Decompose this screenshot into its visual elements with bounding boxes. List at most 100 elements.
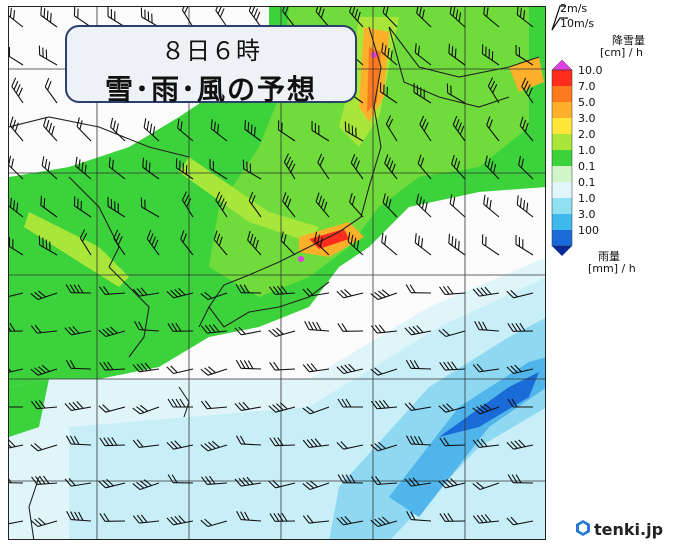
wind-barb	[9, 155, 24, 180]
rain-unit: [mm] / h	[588, 262, 636, 275]
snow-tick-label: 7.0	[578, 80, 596, 93]
wind-barb	[315, 7, 330, 28]
wind-barb	[269, 512, 296, 522]
wind-barb	[99, 437, 126, 447]
wind-barb	[269, 285, 296, 295]
wind-barb	[344, 121, 364, 142]
wind-barb	[282, 192, 296, 218]
wind-barb	[98, 326, 126, 338]
wind-barb	[200, 400, 228, 410]
wind-barb	[349, 7, 364, 28]
wind-barb	[107, 7, 126, 28]
wind-label-10: 10m/s	[560, 17, 595, 30]
wind-barb	[235, 284, 262, 294]
snow-tick-label: 1.0	[578, 144, 596, 157]
wind-barb	[98, 404, 126, 413]
wind-barb	[439, 437, 466, 447]
forecast-time: ８日６時	[161, 37, 261, 65]
wind-barb	[449, 7, 466, 28]
wind-barb	[180, 230, 194, 256]
coastlines	[9, 26, 540, 539]
wind-barb	[30, 400, 58, 410]
colorbar-snow-band	[552, 134, 572, 150]
colorbar-rain-band	[552, 230, 572, 246]
wind-barb	[235, 435, 262, 446]
wind-barb	[472, 481, 500, 491]
wind-barb	[516, 7, 534, 28]
wind-barb	[280, 231, 296, 256]
wind-barb	[449, 194, 466, 218]
colorbar-snow-band	[552, 118, 572, 134]
rain-tick-label: 3.0	[578, 208, 596, 221]
wind-barb	[317, 153, 330, 180]
wind-barb	[349, 192, 364, 218]
wind-barb	[381, 232, 398, 256]
wind-barb	[146, 229, 160, 256]
wind-barb	[113, 229, 126, 256]
wind-barb	[132, 514, 160, 524]
tenki-logo-icon	[576, 520, 590, 536]
wind-barb	[438, 477, 466, 489]
wind-barb	[283, 153, 296, 180]
wind-barb	[75, 156, 92, 180]
wind-barb	[30, 290, 58, 301]
wind-barb	[108, 157, 126, 180]
wind-barb	[507, 322, 534, 332]
wind-barb	[166, 440, 194, 450]
wind-barb	[416, 193, 432, 218]
wind-barb	[201, 475, 228, 485]
wind-barb	[234, 401, 262, 412]
wind-barb	[40, 195, 58, 218]
wind-barb	[38, 45, 58, 66]
wind-barb	[9, 47, 24, 66]
tenki-logo: tenki.jp	[594, 520, 664, 539]
snow-tick-label: 10.0	[578, 64, 603, 77]
wind-barb	[79, 229, 92, 256]
wind-barb	[487, 77, 500, 104]
wind-barb	[9, 116, 24, 142]
wind-barb	[66, 511, 92, 522]
wind-barb	[405, 284, 432, 294]
colorbar-rain-band	[552, 198, 572, 214]
snow-tick-label: 3.0	[578, 112, 596, 125]
wind-barb	[9, 439, 24, 450]
wind-barb	[486, 116, 500, 142]
wind-barb	[350, 153, 364, 180]
wind-barb	[404, 325, 432, 336]
wind-barb	[107, 196, 126, 218]
wind-barb	[99, 513, 126, 522]
wind-barb	[167, 474, 194, 484]
wind-barb	[382, 7, 398, 28]
wind-barb	[472, 403, 500, 415]
wind-barb	[382, 193, 398, 218]
wind-barb	[175, 158, 194, 180]
wind-barb	[336, 516, 364, 526]
wind-barb	[472, 438, 500, 448]
wind-barb	[73, 196, 92, 218]
wind-barb	[132, 362, 160, 373]
wind-barb	[73, 7, 92, 28]
wind-barb	[370, 516, 398, 528]
wind-barb	[379, 82, 398, 104]
colorbar-snow-band	[552, 102, 572, 118]
wind-barb	[9, 7, 24, 28]
wind-barb	[405, 359, 432, 370]
wind-barb	[247, 230, 262, 256]
wind-barb	[315, 192, 330, 218]
wind-barb	[64, 401, 92, 412]
wind-barb	[38, 235, 58, 256]
wind-barb	[9, 474, 24, 484]
colorbar-bottom-arrow	[552, 246, 572, 256]
wind-barb	[248, 191, 262, 218]
wind-barb	[438, 403, 466, 413]
wind-barb	[134, 321, 160, 332]
wind-barb	[268, 479, 296, 489]
wind-barb	[472, 286, 500, 297]
wind-barb	[404, 477, 432, 487]
wind-barb	[99, 286, 126, 295]
forecast-title: 雪･雨･風の予想	[104, 73, 317, 106]
wind-barb	[277, 120, 296, 142]
wind-barb	[268, 327, 296, 338]
colorbar-rain-band	[552, 182, 572, 198]
wind-barb	[314, 231, 330, 256]
